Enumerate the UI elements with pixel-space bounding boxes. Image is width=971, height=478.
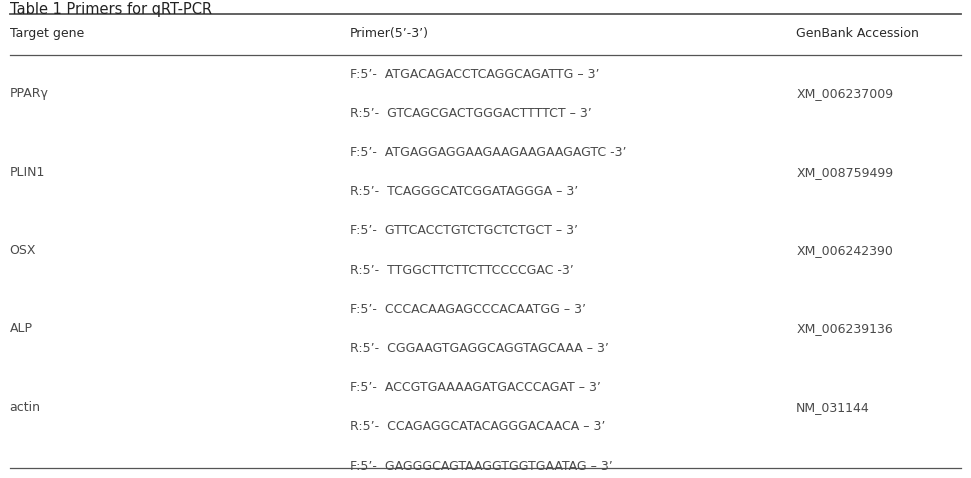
Text: PPARγ: PPARγ — [10, 87, 49, 100]
Text: Target gene: Target gene — [10, 27, 84, 40]
Text: F:5’-  ACCGTGAAAAGATGACCCAGAT – 3’: F:5’- ACCGTGAAAAGATGACCCAGAT – 3’ — [350, 381, 600, 394]
Text: Primer(5’-3’): Primer(5’-3’) — [350, 27, 428, 40]
Text: actin: actin — [10, 401, 41, 414]
Text: PLIN1: PLIN1 — [10, 165, 45, 179]
Text: R:5’-  GTCAGCGACTGGGACTTTTCT – 3’: R:5’- GTCAGCGACTGGGACTTTTCT – 3’ — [350, 107, 591, 120]
Text: ALP: ALP — [10, 322, 33, 336]
Text: XM_008759499: XM_008759499 — [796, 165, 893, 179]
Text: R:5’-  CCAGAGGCATACAGGGACAACA – 3’: R:5’- CCAGAGGCATACAGGGACAACA – 3’ — [350, 420, 605, 434]
Text: NM_031144: NM_031144 — [796, 401, 870, 414]
Text: F:5’-  GAGGGCAGTAAGGTGGTGAATAG – 3’: F:5’- GAGGGCAGTAAGGTGGTGAATAG – 3’ — [350, 459, 613, 473]
Text: F:5’-  ATGACAGACCTCAGGCAGATTG – 3’: F:5’- ATGACAGACCTCAGGCAGATTG – 3’ — [350, 67, 599, 81]
Text: Table 1 Primers for qRT-PCR: Table 1 Primers for qRT-PCR — [10, 2, 212, 17]
Text: R:5’-  TCAGGGCATCGGATAGGGA – 3’: R:5’- TCAGGGCATCGGATAGGGA – 3’ — [350, 185, 578, 198]
Text: XM_006237009: XM_006237009 — [796, 87, 893, 100]
Text: R:5’-  TTGGCTTCTTCTTCCCCGAC -3’: R:5’- TTGGCTTCTTCTTCCCCGAC -3’ — [350, 263, 573, 277]
Text: GenBank Accession: GenBank Accession — [796, 27, 920, 40]
Text: R:5’-  CGGAAGTGAGGCAGGTAGCAAA – 3’: R:5’- CGGAAGTGAGGCAGGTAGCAAA – 3’ — [350, 342, 609, 355]
Text: F:5’-  GTTCACCTGTCTGCTCTGCT – 3’: F:5’- GTTCACCTGTCTGCTCTGCT – 3’ — [350, 224, 578, 238]
Text: F:5’-  CCCACAAGAGCCCACAATGG – 3’: F:5’- CCCACAAGAGCCCACAATGG – 3’ — [350, 303, 586, 316]
Text: XM_006242390: XM_006242390 — [796, 244, 893, 257]
Text: F:5’-  ATGAGGAGGAAGAAGAAGAAGAGTC -3’: F:5’- ATGAGGAGGAAGAAGAAGAAGAGTC -3’ — [350, 146, 626, 159]
Text: OSX: OSX — [10, 244, 36, 257]
Text: XM_006239136: XM_006239136 — [796, 322, 893, 336]
